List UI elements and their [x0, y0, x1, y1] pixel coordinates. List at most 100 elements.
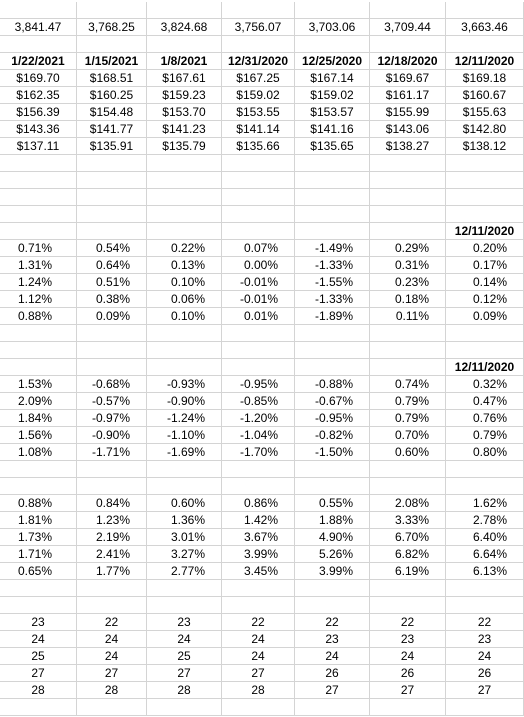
date-header-cell[interactable]: 12/18/2020 [370, 53, 446, 70]
empty-cell[interactable] [370, 580, 446, 597]
percent-cell[interactable]: 1.36% [147, 512, 222, 529]
empty-cell[interactable] [77, 155, 147, 172]
percent-cell[interactable]: 0.86% [222, 495, 295, 512]
percent-cell[interactable]: 0.55% [295, 495, 370, 512]
percent-cell[interactable]: -0.88% [295, 376, 370, 393]
percent-cell[interactable]: 3.99% [222, 546, 295, 563]
empty-cell[interactable] [0, 325, 77, 342]
empty-cell[interactable] [295, 155, 370, 172]
percent-cell[interactable]: 0.47% [446, 393, 524, 410]
percent-cell[interactable]: -1.71% [77, 444, 147, 461]
empty-cell[interactable] [222, 325, 295, 342]
percent-cell[interactable]: 6.64% [446, 546, 524, 563]
percent-cell[interactable]: 0.20% [446, 240, 524, 257]
percent-cell[interactable]: 0.60% [370, 444, 446, 461]
percent-cell[interactable]: -0.90% [77, 427, 147, 444]
count-cell[interactable]: 22 [295, 614, 370, 631]
percent-cell[interactable]: 4.90% [295, 529, 370, 546]
empty-cell[interactable] [370, 155, 446, 172]
percent-cell[interactable]: 1.88% [295, 512, 370, 529]
percent-cell[interactable]: 1.42% [222, 512, 295, 529]
percent-cell[interactable]: 0.14% [446, 274, 524, 291]
percent-cell[interactable]: 0.64% [77, 257, 147, 274]
empty-cell[interactable] [147, 478, 222, 495]
index-level-cell[interactable]: 3,756.07 [222, 19, 295, 36]
count-cell[interactable]: 28 [77, 682, 147, 699]
percent-cell[interactable]: -1.55% [295, 274, 370, 291]
count-cell[interactable]: 24 [222, 631, 295, 648]
empty-cell[interactable] [0, 189, 77, 206]
percent-cell[interactable]: -1.69% [147, 444, 222, 461]
percent-cell[interactable]: 0.22% [147, 240, 222, 257]
percent-cell[interactable]: 1.31% [0, 257, 77, 274]
percent-cell[interactable]: 1.77% [77, 563, 147, 580]
percent-cell[interactable]: 2.09% [0, 393, 77, 410]
percent-cell[interactable]: -0.01% [222, 274, 295, 291]
percent-cell[interactable]: -1.04% [222, 427, 295, 444]
percent-cell[interactable]: 2.78% [446, 512, 524, 529]
empty-cell[interactable] [295, 206, 370, 223]
percent-cell[interactable]: 3.01% [147, 529, 222, 546]
price-cell[interactable]: $167.25 [222, 70, 295, 87]
empty-cell[interactable] [370, 597, 446, 614]
empty-cell[interactable] [77, 597, 147, 614]
empty-cell[interactable] [77, 580, 147, 597]
price-cell[interactable]: $153.57 [295, 104, 370, 121]
count-cell[interactable]: 24 [0, 631, 77, 648]
percent-cell[interactable]: -0.68% [77, 376, 147, 393]
empty-cell[interactable] [370, 342, 446, 359]
price-cell[interactable]: $159.02 [295, 87, 370, 104]
empty-cell[interactable] [446, 325, 524, 342]
percent-cell[interactable]: -1.24% [147, 410, 222, 427]
percent-cell[interactable]: 0.01% [222, 308, 295, 325]
empty-cell[interactable] [0, 597, 77, 614]
percent-cell[interactable]: -0.85% [222, 393, 295, 410]
empty-cell[interactable] [295, 2, 370, 19]
percent-cell[interactable]: 3.99% [295, 563, 370, 580]
price-cell[interactable]: $142.80 [446, 121, 524, 138]
percent-cell[interactable]: 3.67% [222, 529, 295, 546]
count-cell[interactable]: 22 [446, 614, 524, 631]
price-cell[interactable]: $155.99 [370, 104, 446, 121]
percent-cell[interactable]: 1.71% [0, 546, 77, 563]
empty-cell[interactable] [295, 461, 370, 478]
percent-cell[interactable]: -0.95% [295, 410, 370, 427]
date-header-cell[interactable]: 12/11/2020 [446, 359, 524, 376]
percent-cell[interactable]: 1.24% [0, 274, 77, 291]
percent-cell[interactable]: -1.10% [147, 427, 222, 444]
empty-cell[interactable] [446, 461, 524, 478]
price-cell[interactable]: $143.06 [370, 121, 446, 138]
percent-cell[interactable]: 0.51% [77, 274, 147, 291]
percent-cell[interactable]: -0.97% [77, 410, 147, 427]
count-cell[interactable]: 24 [446, 648, 524, 665]
empty-cell[interactable] [446, 699, 524, 716]
price-cell[interactable]: $135.79 [147, 138, 222, 155]
percent-cell[interactable]: 0.11% [370, 308, 446, 325]
percent-cell[interactable]: 3.33% [370, 512, 446, 529]
percent-cell[interactable]: 0.07% [222, 240, 295, 257]
date-header-cell[interactable]: 12/11/2020 [446, 223, 524, 240]
empty-cell[interactable] [222, 36, 295, 53]
percent-cell[interactable]: -1.70% [222, 444, 295, 461]
empty-cell[interactable] [370, 325, 446, 342]
empty-cell[interactable] [222, 172, 295, 189]
empty-cell[interactable] [147, 206, 222, 223]
empty-cell[interactable] [0, 2, 77, 19]
price-cell[interactable]: $135.65 [295, 138, 370, 155]
price-cell[interactable]: $135.66 [222, 138, 295, 155]
percent-cell[interactable]: 0.70% [370, 427, 446, 444]
percent-cell[interactable]: 0.65% [0, 563, 77, 580]
percent-cell[interactable]: 0.79% [446, 427, 524, 444]
empty-cell[interactable] [147, 325, 222, 342]
empty-cell[interactable] [295, 342, 370, 359]
empty-cell[interactable] [77, 172, 147, 189]
count-cell[interactable]: 26 [295, 665, 370, 682]
percent-cell[interactable]: 0.12% [446, 291, 524, 308]
empty-cell[interactable] [295, 359, 370, 376]
percent-cell[interactable]: -0.57% [77, 393, 147, 410]
empty-cell[interactable] [446, 2, 524, 19]
percent-cell[interactable]: 2.19% [77, 529, 147, 546]
empty-cell[interactable] [147, 223, 222, 240]
price-cell[interactable]: $153.70 [147, 104, 222, 121]
count-cell[interactable]: 26 [370, 665, 446, 682]
